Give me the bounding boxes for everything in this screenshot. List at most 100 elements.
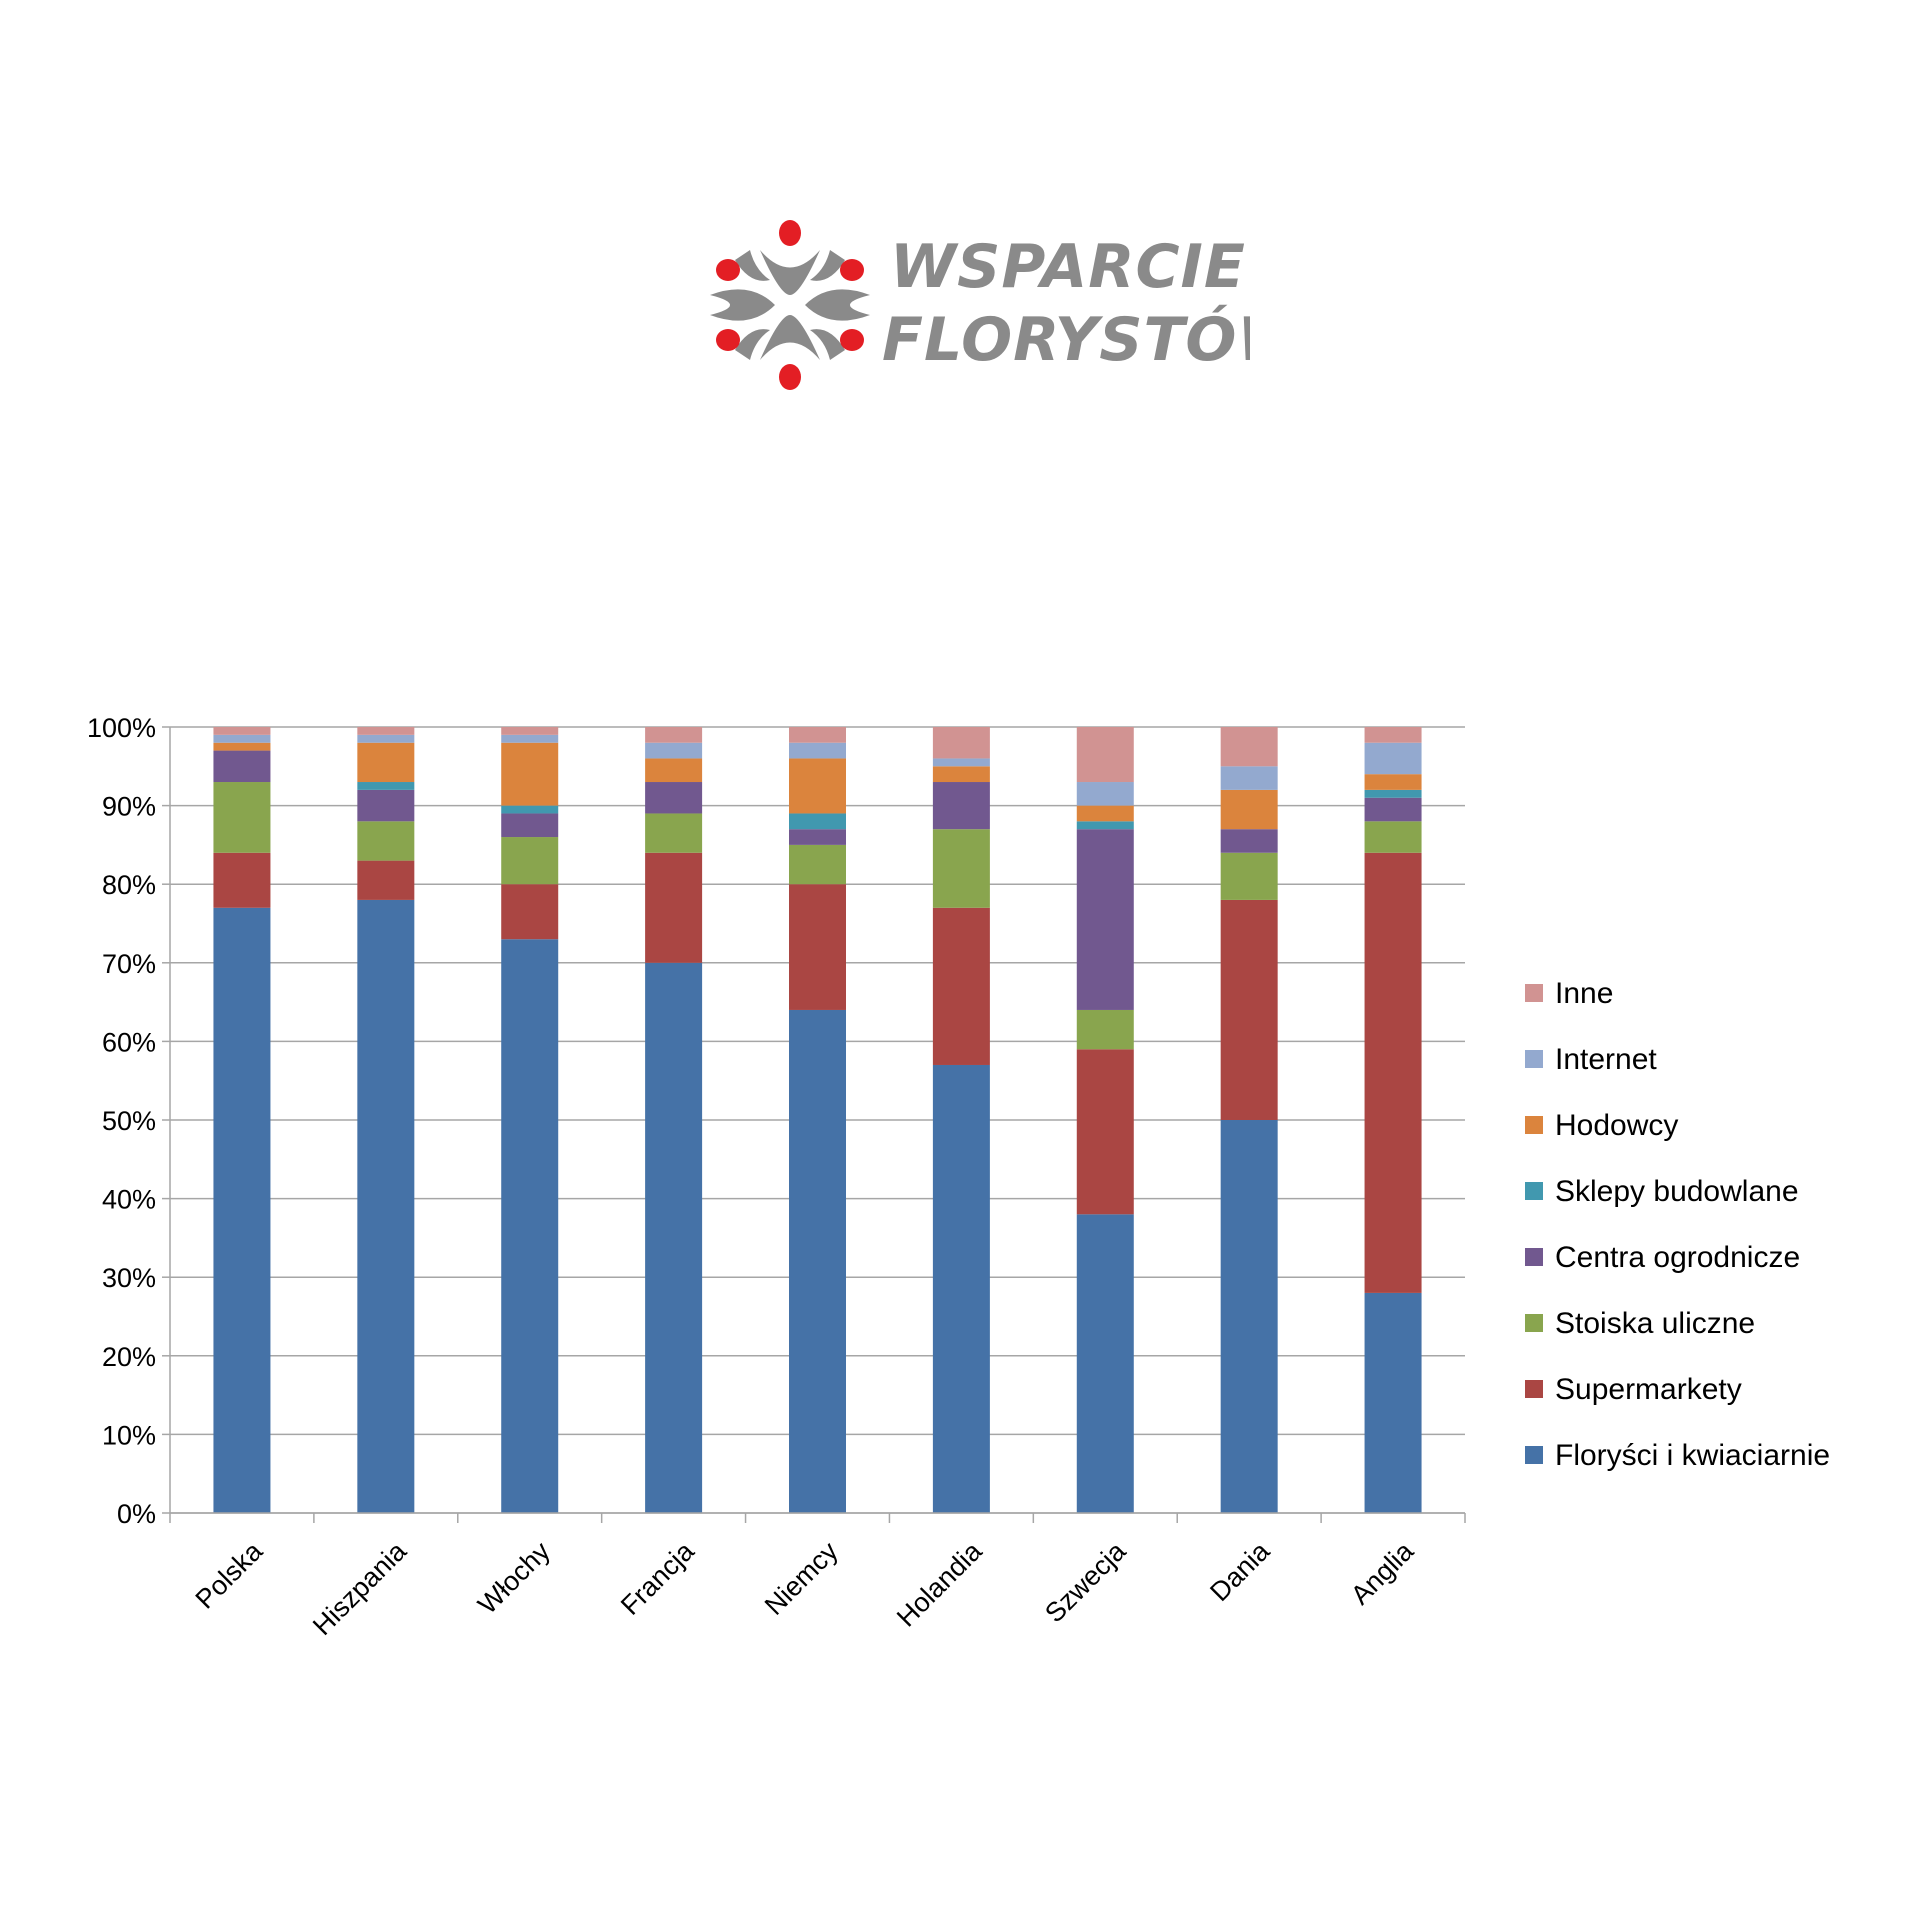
bar-segment <box>357 734 415 743</box>
legend-swatch <box>1525 1050 1543 1068</box>
chart-legend: Inne Internet Hodowcy Sklepy budowlane Centr… <box>1525 977 1830 1472</box>
bar-segment <box>1364 821 1422 853</box>
bar-segment <box>1076 829 1134 1010</box>
chart-bars <box>213 727 1422 1513</box>
bar-segment <box>213 750 271 783</box>
bar-segment <box>1220 789 1278 830</box>
y-tick-label: 20% <box>102 1342 156 1372</box>
bar-segment <box>645 962 703 1513</box>
x-axis-tick-labels: Polska Hiszpania Włochy Francja Niemcy Holand… <box>190 1535 1420 1641</box>
bar-segment <box>1220 727 1278 767</box>
legend-label: Sklepy budowlane <box>1555 1175 1799 1208</box>
bar-segment <box>645 813 703 853</box>
x-tick-label: Polska <box>190 1535 269 1614</box>
bar-segment <box>1364 1292 1422 1513</box>
y-tick-label: 30% <box>102 1263 156 1293</box>
bar-segment <box>357 789 415 822</box>
x-tick-label: Włochy <box>472 1536 556 1620</box>
bar-segment <box>1076 1009 1134 1050</box>
legend-label: Internet <box>1555 1043 1657 1076</box>
bar-segment <box>1364 774 1422 790</box>
legend-swatch <box>1525 1116 1543 1134</box>
legend-label: Floryści i kwiaciarnie <box>1555 1439 1830 1472</box>
bar-segment <box>932 829 990 908</box>
legend-swatch <box>1525 984 1543 1002</box>
bar-segment <box>789 844 846 885</box>
bar-segment <box>645 758 703 783</box>
y-tick-label: 90% <box>102 792 156 822</box>
x-tick-label: Francja <box>615 1535 701 1621</box>
bar-segment <box>213 782 271 853</box>
y-tick-label: 60% <box>102 1027 156 1057</box>
logo-emblem-icon <box>710 220 870 390</box>
bar-segment <box>932 727 990 759</box>
y-tick-label: 70% <box>102 949 156 979</box>
bar-segment <box>501 884 559 940</box>
bar-segment <box>357 742 415 783</box>
bar-segment <box>789 727 846 743</box>
bar-segment <box>645 727 703 743</box>
bar-segment <box>1220 852 1278 900</box>
bar-segment <box>213 734 271 743</box>
legend-label: Inne <box>1555 977 1613 1010</box>
y-tick-label: 80% <box>102 870 156 900</box>
logo-line2: FLORYSTÓW <box>882 304 1250 375</box>
bar-segment <box>1364 797 1422 822</box>
y-axis-tick-labels: 0% 10% 20% 30% 40% 50% 60% 70% 80% 90% 100% <box>87 713 156 1529</box>
bar-segment <box>1076 782 1134 806</box>
chart-axes <box>169 727 1466 1523</box>
bar-segment <box>932 1064 990 1513</box>
legend-swatch <box>1525 1248 1543 1266</box>
x-tick-label: Holandia <box>891 1535 988 1632</box>
x-tick-label: Szwecja <box>1039 1535 1132 1628</box>
bar-segment <box>1076 727 1134 783</box>
bar-segment <box>932 766 990 783</box>
bar-segment <box>1220 829 1278 853</box>
bar-segment <box>1364 852 1422 1293</box>
bar-segment <box>501 939 559 1513</box>
bar-segment <box>932 758 990 767</box>
bar-segment <box>357 860 415 900</box>
bar-segment <box>1220 1120 1278 1513</box>
bar-segment <box>501 734 559 743</box>
bar-segment <box>932 782 990 830</box>
y-tick-label: 10% <box>102 1420 156 1450</box>
legend-swatch <box>1525 1182 1543 1200</box>
bar-segment <box>1076 805 1134 822</box>
bar-segment <box>789 813 846 830</box>
bar-segment <box>501 805 559 814</box>
y-tick-label: 40% <box>102 1185 156 1215</box>
bar-segment <box>357 782 415 790</box>
x-tick-label: Niemcy <box>759 1536 844 1621</box>
bar-segment <box>213 907 271 1513</box>
bar-segment <box>501 837 559 885</box>
y-tick-label: 0% <box>117 1499 156 1529</box>
bar-segment <box>357 727 415 735</box>
bar-segment <box>501 727 559 735</box>
bar-segment <box>1364 742 1422 775</box>
bar-segment <box>501 813 559 838</box>
bar-segment <box>1364 789 1422 798</box>
bar-segment <box>932 907 990 1065</box>
bar-segment <box>645 852 703 963</box>
x-tick-label: Anglia <box>1345 1535 1420 1610</box>
bar-segment <box>213 727 271 735</box>
bar-segment <box>645 742 703 759</box>
legend-label: Stoiska uliczne <box>1555 1307 1755 1340</box>
legend-swatch <box>1525 1314 1543 1332</box>
bar-segment <box>789 829 846 845</box>
bar-segment <box>789 758 846 814</box>
x-tick-label: Hiszpania <box>307 1535 413 1641</box>
legend-swatch <box>1525 1446 1543 1464</box>
bar-segment <box>1076 1049 1134 1215</box>
bar-segment <box>1076 821 1134 830</box>
bar-segment <box>213 852 271 908</box>
bar-segment <box>213 742 271 751</box>
bar-segment <box>357 821 415 861</box>
legend-label: Supermarkety <box>1555 1373 1742 1406</box>
bar-segment <box>1076 1214 1134 1513</box>
y-tick-label: 50% <box>102 1106 156 1136</box>
y-tick-label: 100% <box>87 713 156 743</box>
bar-segment <box>1220 766 1278 790</box>
